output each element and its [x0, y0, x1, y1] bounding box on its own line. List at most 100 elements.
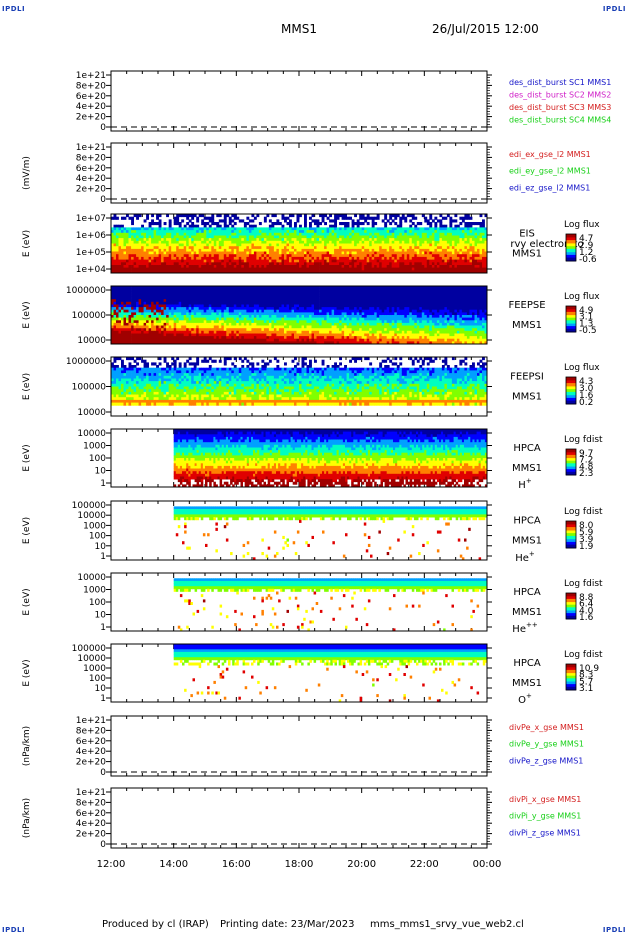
eis-cell	[183, 232, 187, 236]
eis-cell	[469, 267, 473, 271]
eis-cell	[111, 227, 114, 231]
eis-cell	[136, 270, 139, 274]
eis-cell	[263, 262, 267, 266]
feepse-cell	[291, 330, 295, 334]
feepse-cell	[126, 304, 129, 308]
feepse-cell	[296, 304, 300, 308]
feepse-cell	[206, 301, 210, 305]
eis-cell	[389, 240, 393, 244]
eis-cell	[238, 227, 242, 231]
feepse-cell	[278, 304, 282, 308]
eis-cell	[213, 270, 217, 274]
feepse-cell	[198, 322, 202, 326]
eis-cell	[128, 267, 132, 271]
feepse-cell	[266, 304, 270, 308]
eis-cell	[361, 240, 365, 244]
feepse-cell	[203, 293, 207, 297]
eis-cell	[429, 214, 433, 218]
eis-cell	[329, 259, 332, 263]
feepse-cell	[256, 288, 260, 292]
eis-cell	[354, 227, 357, 231]
eis-cell	[301, 270, 305, 274]
eis-cell	[128, 235, 132, 239]
feepse-cell	[131, 304, 134, 308]
eis-cell	[359, 254, 363, 258]
feepse-cell	[148, 333, 152, 337]
feepse-cell	[111, 291, 114, 295]
eis-cell	[359, 230, 363, 234]
feepse-cell	[153, 307, 157, 311]
eis-cell	[311, 219, 315, 223]
eis-cell	[271, 251, 275, 255]
feepse-cell	[131, 312, 134, 316]
feepse-cell	[213, 296, 217, 300]
eis-cell	[334, 243, 337, 247]
feepse-cell	[188, 312, 192, 316]
eis-cell	[158, 251, 162, 255]
feepse-cell	[276, 338, 280, 342]
eis-cell	[201, 238, 205, 242]
eis-cell	[389, 238, 393, 242]
eis-cell	[301, 230, 305, 234]
eis-cell	[276, 254, 280, 258]
feepse-cell	[186, 328, 190, 332]
eis-cell	[349, 265, 352, 269]
feepse-cell	[136, 320, 139, 324]
eis-cell	[168, 254, 172, 258]
feepse-cell	[128, 309, 132, 313]
eis-cell	[482, 251, 485, 255]
eis-cell	[226, 259, 230, 263]
eis-cell	[198, 243, 202, 247]
eis-cell	[354, 243, 357, 247]
eis-cell	[416, 248, 420, 252]
feepse-cell	[131, 341, 134, 345]
feepse-cell	[203, 286, 207, 289]
eis-cell	[221, 251, 225, 255]
eis-cell	[381, 240, 385, 244]
feepse-cell	[304, 336, 307, 340]
eis-cell	[336, 238, 340, 242]
feepse-cell	[266, 288, 270, 292]
eis-cell	[121, 267, 124, 271]
eis-cell	[354, 265, 357, 269]
feepse-cell	[228, 322, 232, 326]
eis-cell	[151, 270, 154, 274]
feepse-cell	[173, 301, 177, 305]
feepse-cell	[128, 338, 132, 342]
feepse-cell	[123, 286, 127, 289]
eis-frame-overlay	[110, 213, 488, 274]
eis-cell	[429, 222, 433, 226]
feepse-cell	[213, 291, 217, 295]
eis-cell	[121, 262, 124, 266]
feepse-cell	[161, 320, 164, 324]
eis-cell	[379, 227, 383, 231]
eis-cell	[482, 232, 485, 236]
feepse-cell	[238, 333, 242, 337]
feepse-cell	[196, 341, 200, 345]
feepse-cell	[213, 338, 217, 342]
eis-cell	[472, 270, 475, 274]
eis-cell	[256, 230, 260, 234]
eis-cell	[409, 227, 413, 231]
eis-cell	[424, 219, 428, 223]
eis-cell	[266, 227, 270, 231]
edi-ytick-label: 2e+20	[76, 185, 107, 195]
feepse-cell	[211, 293, 215, 297]
eis-cell	[203, 251, 207, 255]
eis-cell	[304, 265, 307, 269]
feepse-cell	[253, 322, 257, 326]
eis-cell	[166, 251, 169, 255]
eis-cell	[116, 256, 119, 260]
eis-cell	[183, 240, 187, 244]
eis-cell	[201, 219, 205, 223]
feepse-cell	[148, 286, 152, 289]
feepse-cell	[226, 291, 230, 295]
eis-cell	[472, 262, 475, 266]
eis-cell	[248, 256, 252, 260]
feepse-cell	[228, 312, 232, 316]
feepse-cell	[148, 341, 152, 345]
feepse-cell	[166, 320, 169, 324]
eis-cell	[436, 267, 440, 271]
feepse-cell	[168, 286, 172, 289]
eis-cell	[429, 246, 433, 250]
